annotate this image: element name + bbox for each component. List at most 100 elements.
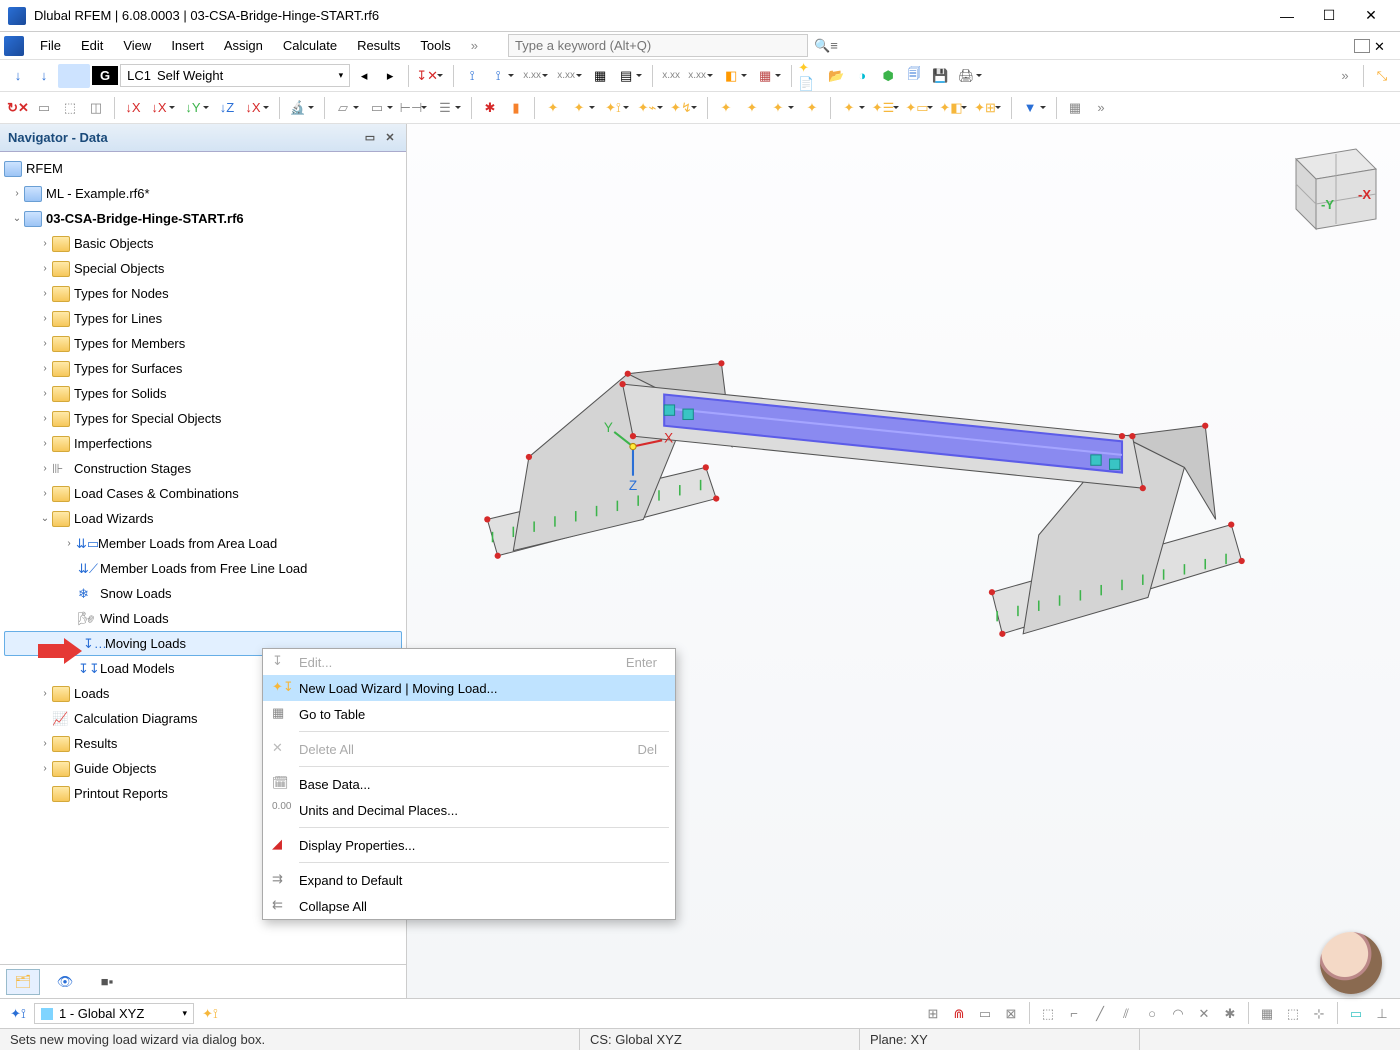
tool-mesh-icon[interactable]: ✱ (478, 96, 502, 120)
ctx-expand[interactable]: ⇉ Expand to Default (263, 867, 675, 893)
tool-new-icon[interactable]: ✦📄 (798, 64, 822, 88)
snap-grid-icon[interactable]: ⊞ (921, 1002, 945, 1026)
snap-rect-icon[interactable]: ▭ (973, 1002, 997, 1026)
snap-axis-icon[interactable]: ⊹ (1307, 1002, 1331, 1026)
snap-bridge-icon[interactable]: ▭ (1344, 1002, 1368, 1026)
tree-root[interactable]: RFEM (0, 156, 406, 181)
search-box[interactable] (508, 34, 808, 57)
tree-special-objects[interactable]: ›Special Objects (0, 256, 406, 281)
tool-star7-icon[interactable]: ✦ (740, 96, 764, 120)
tool-open-icon[interactable]: 📂 (824, 64, 848, 88)
tree-basic-objects[interactable]: ›Basic Objects (0, 231, 406, 256)
tool-star2-icon[interactable]: ✦ (567, 96, 591, 120)
cs-new-icon[interactable]: ✦⟟ (198, 1002, 222, 1026)
tool-ax-x2-icon[interactable]: ↓X (147, 96, 171, 120)
tree-load-cases[interactable]: ›Load Cases & Combinations (0, 481, 406, 506)
tree-types-nodes[interactable]: ›Types for Nodes (0, 281, 406, 306)
tree-types-lines[interactable]: ›Types for Lines (0, 306, 406, 331)
snap-angle-icon[interactable]: ⌐ (1062, 1002, 1086, 1026)
menu-insert[interactable]: Insert (161, 34, 214, 57)
tool-star9-icon[interactable]: ✦ (800, 96, 824, 120)
tree-types-surfaces[interactable]: ›Types for Surfaces (0, 356, 406, 381)
tool-print-icon[interactable]: 🖨 (954, 64, 978, 88)
cs-icon[interactable]: ✦⟟ (6, 1002, 30, 1026)
tool-span-icon[interactable]: ⊢⊣ (399, 96, 423, 120)
tool-star10-icon[interactable]: ✦ (837, 96, 861, 120)
tool-ax-y-icon[interactable]: ↓Y (181, 96, 205, 120)
tool-ax-icon[interactable]: ↧✕ (415, 64, 439, 88)
ctx-goto-table[interactable]: ▦ Go to Table (263, 701, 675, 727)
tree-construction-stages[interactable]: ›⊪Construction Stages (0, 456, 406, 481)
tool-ax-x-icon[interactable]: ↓X (121, 96, 145, 120)
snap-int-icon[interactable]: ✱ (1218, 1002, 1242, 1026)
search-exec-button[interactable]: 🔍≡ (814, 38, 838, 54)
menu-file[interactable]: File (30, 34, 71, 57)
tool-stack2-icon[interactable]: ☰ (433, 96, 457, 120)
tool-cube-icon[interactable]: ▦ (588, 64, 612, 88)
snap-arc-icon[interactable]: ◠ (1166, 1002, 1190, 1026)
tool-refresh-icon[interactable]: ↻✕ (6, 96, 30, 120)
assistant-avatar[interactable] (1320, 932, 1382, 994)
snap-node-icon[interactable]: ✕ (1192, 1002, 1216, 1026)
tree-types-solids[interactable]: ›Types for Solids (0, 381, 406, 406)
tool-color2-icon[interactable]: ▦ (753, 64, 777, 88)
tool-star4-icon[interactable]: ✦⌁ (635, 96, 659, 120)
snap-line-icon[interactable]: ╱ (1088, 1002, 1112, 1026)
loadcase-select[interactable]: LC1 Self Weight ▾ (120, 64, 350, 87)
tool-stack-icon[interactable]: 🗐 (902, 64, 926, 88)
lc-next-button[interactable]: ▸ (378, 64, 402, 88)
tool-more-icon[interactable]: » (1333, 64, 1357, 88)
ctx-new-moving-load[interactable]: ✦↧ New Load Wizard | Moving Load... (263, 675, 675, 701)
tool-cubes-icon[interactable]: ⬢ (876, 64, 900, 88)
tool-cursor-icon[interactable]: ⤡ (1370, 64, 1394, 88)
tree-member-loads-line[interactable]: ⇊⟋Member Loads from Free Line Load (0, 556, 406, 581)
tool-xxx-icon[interactable]: x.xx (520, 64, 544, 88)
ctx-edit[interactable]: ↧ Edit... Enter (263, 649, 675, 675)
tree-wind-loads[interactable]: 🌬Wind Loads (0, 606, 406, 631)
tool-dim2-icon[interactable]: ⟟ (486, 64, 510, 88)
maximize-button[interactable]: ☐ (1308, 2, 1350, 30)
snap-gridbig-icon[interactable]: ▦ (1255, 1002, 1279, 1026)
tool-arrow-down-icon[interactable]: ↓ (6, 64, 30, 88)
snap-support-icon[interactable]: ⊥ (1370, 1002, 1394, 1026)
snap-circle-icon[interactable]: ○ (1140, 1002, 1164, 1026)
ctx-delete-all[interactable]: ✕ Delete All Del (263, 736, 675, 762)
menu-view[interactable]: View (113, 34, 161, 57)
minimize-button[interactable]: — (1266, 2, 1308, 30)
menu-more[interactable]: » (461, 34, 488, 57)
snap-cross-icon[interactable]: ⊠ (999, 1002, 1023, 1026)
tool-color1-icon[interactable]: ◧ (719, 64, 743, 88)
menu-calculate[interactable]: Calculate (273, 34, 347, 57)
lc-prev-button[interactable]: ◂ (352, 64, 376, 88)
tool-xxx4-icon[interactable]: x.xx (685, 64, 709, 88)
tool-grid-icon[interactable]: ▤ (614, 64, 638, 88)
tool-box1-icon[interactable]: ▭ (32, 96, 56, 120)
tool-xxx2-icon[interactable]: x.xx (554, 64, 578, 88)
tree-member-loads-area[interactable]: ›⇊▭Member Loads from Area Load (0, 531, 406, 556)
tool-xxx3-icon[interactable]: x.xx (659, 64, 683, 88)
tool-star8-icon[interactable]: ✦ (766, 96, 790, 120)
tool-tab-icon[interactable] (58, 64, 90, 88)
tool-ax-x3-icon[interactable]: ↓X (241, 96, 265, 120)
ctx-base-data[interactable]: 🗓 Base Data... (263, 771, 675, 797)
tree-types-special[interactable]: ›Types for Special Objects (0, 406, 406, 431)
navigator-close-icon[interactable]: ✕ (382, 130, 398, 146)
tool-save-icon[interactable]: 💾 (928, 64, 952, 88)
tool-flat-icon[interactable]: ▭ (365, 96, 389, 120)
nav-tab-video[interactable]: ■▪ (90, 969, 124, 995)
tool-box2-icon[interactable]: ⬚ (58, 96, 82, 120)
tree-load-wizards[interactable]: ⌄Load Wizards (0, 506, 406, 531)
pane-close-icon[interactable]: ✕ (1374, 39, 1390, 53)
ctx-units[interactable]: 0.00 Units and Decimal Places... (263, 797, 675, 823)
tree-file2[interactable]: ⌄ 03-CSA-Bridge-Hinge-START.rf6 (0, 206, 406, 231)
tree-snow-loads[interactable]: ❄Snow Loads (0, 581, 406, 606)
menu-tools[interactable]: Tools (410, 34, 460, 57)
tool-iso-icon[interactable]: ▱ (331, 96, 355, 120)
menu-assign[interactable]: Assign (214, 34, 273, 57)
navigator-undock-icon[interactable]: ▭ (362, 130, 378, 146)
tool-star12-icon[interactable]: ✦▭ (905, 96, 929, 120)
tool-star11-icon[interactable]: ✦☰ (871, 96, 895, 120)
tool-gridtable-icon[interactable]: ▦ (1063, 96, 1087, 120)
view-cube[interactable]: -Y -X (1266, 134, 1386, 244)
tool-dim1-icon[interactable]: ⟟ (460, 64, 484, 88)
